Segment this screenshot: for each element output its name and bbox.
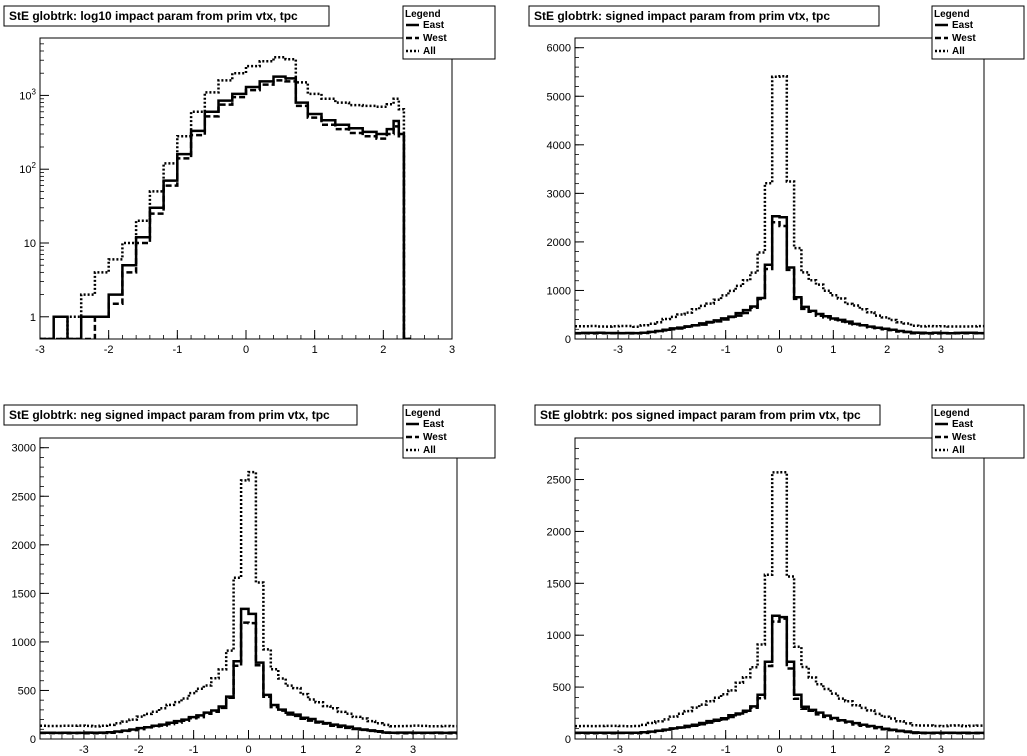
x-tick-label: 1 [830, 744, 836, 756]
x-tick-label: 3 [449, 344, 455, 356]
chart-title: StE globtrk: signed impact param from pr… [534, 9, 830, 23]
legend-entry-east: East [423, 20, 445, 31]
y-tick-label: 4000 [547, 140, 571, 152]
x-tick-label: 2 [355, 744, 361, 756]
x-tick-label: -2 [134, 744, 144, 756]
plot-frame [39, 437, 458, 740]
plot-frame [574, 437, 985, 740]
chart-title: StE globtrk: log10 impact param from pri… [9, 9, 298, 23]
x-tick-label: 2 [884, 744, 890, 756]
x-tick-label: 0 [243, 344, 249, 356]
y-tick-label: 2000 [547, 526, 571, 538]
y-tick-label: 102 [19, 161, 36, 176]
x-tick-label: 0 [776, 344, 782, 356]
x-tick-label: 3 [410, 744, 416, 756]
x-tick-label: -3 [35, 344, 45, 356]
x-tick-label: 0 [245, 744, 251, 756]
y-tick-label: 2000 [12, 540, 36, 552]
series-west [40, 79, 411, 339]
legend-entry-west: West [423, 33, 447, 44]
y-tick-label: 0 [565, 334, 571, 346]
chart-panel-3: -3 -2 -1 0 1 2 3 0 500 1000 1500 2000 2500 3000 StE gl… [3, 404, 496, 756]
legend-entry-all: All [423, 46, 436, 57]
legend-entry-east: East [952, 419, 974, 430]
y-tick-label: 1500 [547, 578, 571, 590]
x-tick-label: 3 [938, 744, 944, 756]
legend-title: Legend [405, 408, 441, 419]
y-tick-label: 1000 [547, 630, 571, 642]
legend-entry-west: West [423, 432, 447, 443]
x-tick-label: 1 [830, 344, 836, 356]
y-tick-label: 1000 [547, 285, 571, 297]
x-tick-label: 3 [938, 344, 944, 356]
x-tick-label: -2 [667, 344, 677, 356]
series-all [40, 470, 457, 728]
y-tick-label: 103 [19, 87, 36, 102]
chart-panel-2: -3 -2 -1 0 1 2 3 0 1000 2000 3000 4000 5000 6000 StE g… [528, 5, 1025, 356]
x-tick-label: 2 [380, 344, 386, 356]
chart-title-box [528, 5, 880, 27]
y-tick-label: 10 [24, 238, 36, 250]
y-tick-label: 2500 [12, 491, 36, 503]
x-tick-label: -3 [613, 744, 623, 756]
series-all [40, 55, 411, 339]
chart-title: StE globtrk: pos signed impact param fro… [540, 408, 861, 422]
chart-panel-4: -3 -2 -1 0 1 2 3 0 500 1000 1500 2000 2500 StE globtr… [534, 404, 1025, 756]
series-west [575, 617, 984, 735]
y-tick-label: 500 [18, 685, 36, 697]
y-tick-label: 3000 [547, 188, 571, 200]
x-tick-label: -1 [189, 744, 199, 756]
legend-entry-all: All [952, 46, 965, 57]
x-tick-label: -1 [721, 344, 731, 356]
legend-title: Legend [934, 9, 970, 20]
series-west [40, 621, 457, 735]
y-tick-label: 5000 [547, 91, 571, 103]
legend-entry-west: West [952, 432, 976, 443]
x-tick-label: -1 [721, 744, 731, 756]
y-tick-label: 500 [553, 682, 571, 694]
chart-title: StE globtrk: neg signed impact param fro… [9, 408, 330, 422]
series-west [575, 220, 984, 335]
y-tick-label: 1000 [12, 637, 36, 649]
y-tick-label: 6000 [547, 43, 571, 55]
x-tick-label: -3 [79, 744, 89, 756]
chart-panel-1: -3 -2 -1 0 1 2 3 1 10 102 103 StE globtrk: log10 im… [3, 5, 496, 356]
legend-entry-all: All [423, 445, 436, 456]
chart-title-box [3, 5, 330, 27]
x-tick-label: 1 [300, 744, 306, 756]
chart-title-box [534, 404, 881, 426]
x-tick-label: -1 [172, 344, 182, 356]
legend-entry-west: West [952, 33, 976, 44]
x-tick-label: -2 [667, 744, 677, 756]
legend-title: Legend [405, 9, 441, 20]
y-tick-label: 3000 [12, 443, 36, 455]
x-tick-label: -2 [104, 344, 114, 356]
x-tick-label: 0 [776, 744, 782, 756]
legend-title: Legend [934, 408, 970, 419]
y-tick-label: 0 [30, 734, 36, 746]
y-tick-label: 2500 [547, 475, 571, 487]
legend-entry-all: All [952, 445, 965, 456]
plot-frame [39, 37, 453, 340]
series-east [40, 75, 411, 339]
series-all [575, 75, 984, 328]
x-tick-label: -3 [613, 344, 623, 356]
y-tick-label: 1 [30, 312, 36, 324]
y-tick-label: 1500 [12, 588, 36, 600]
y-tick-label: 2000 [547, 237, 571, 249]
x-tick-label: 2 [884, 344, 890, 356]
legend-entry-east: East [952, 20, 974, 31]
y-tick-label: 0 [565, 734, 571, 746]
legend-entry-east: East [423, 419, 445, 430]
plot-frame [574, 37, 985, 340]
chart-title-box [3, 404, 358, 426]
x-tick-label: 1 [312, 344, 318, 356]
